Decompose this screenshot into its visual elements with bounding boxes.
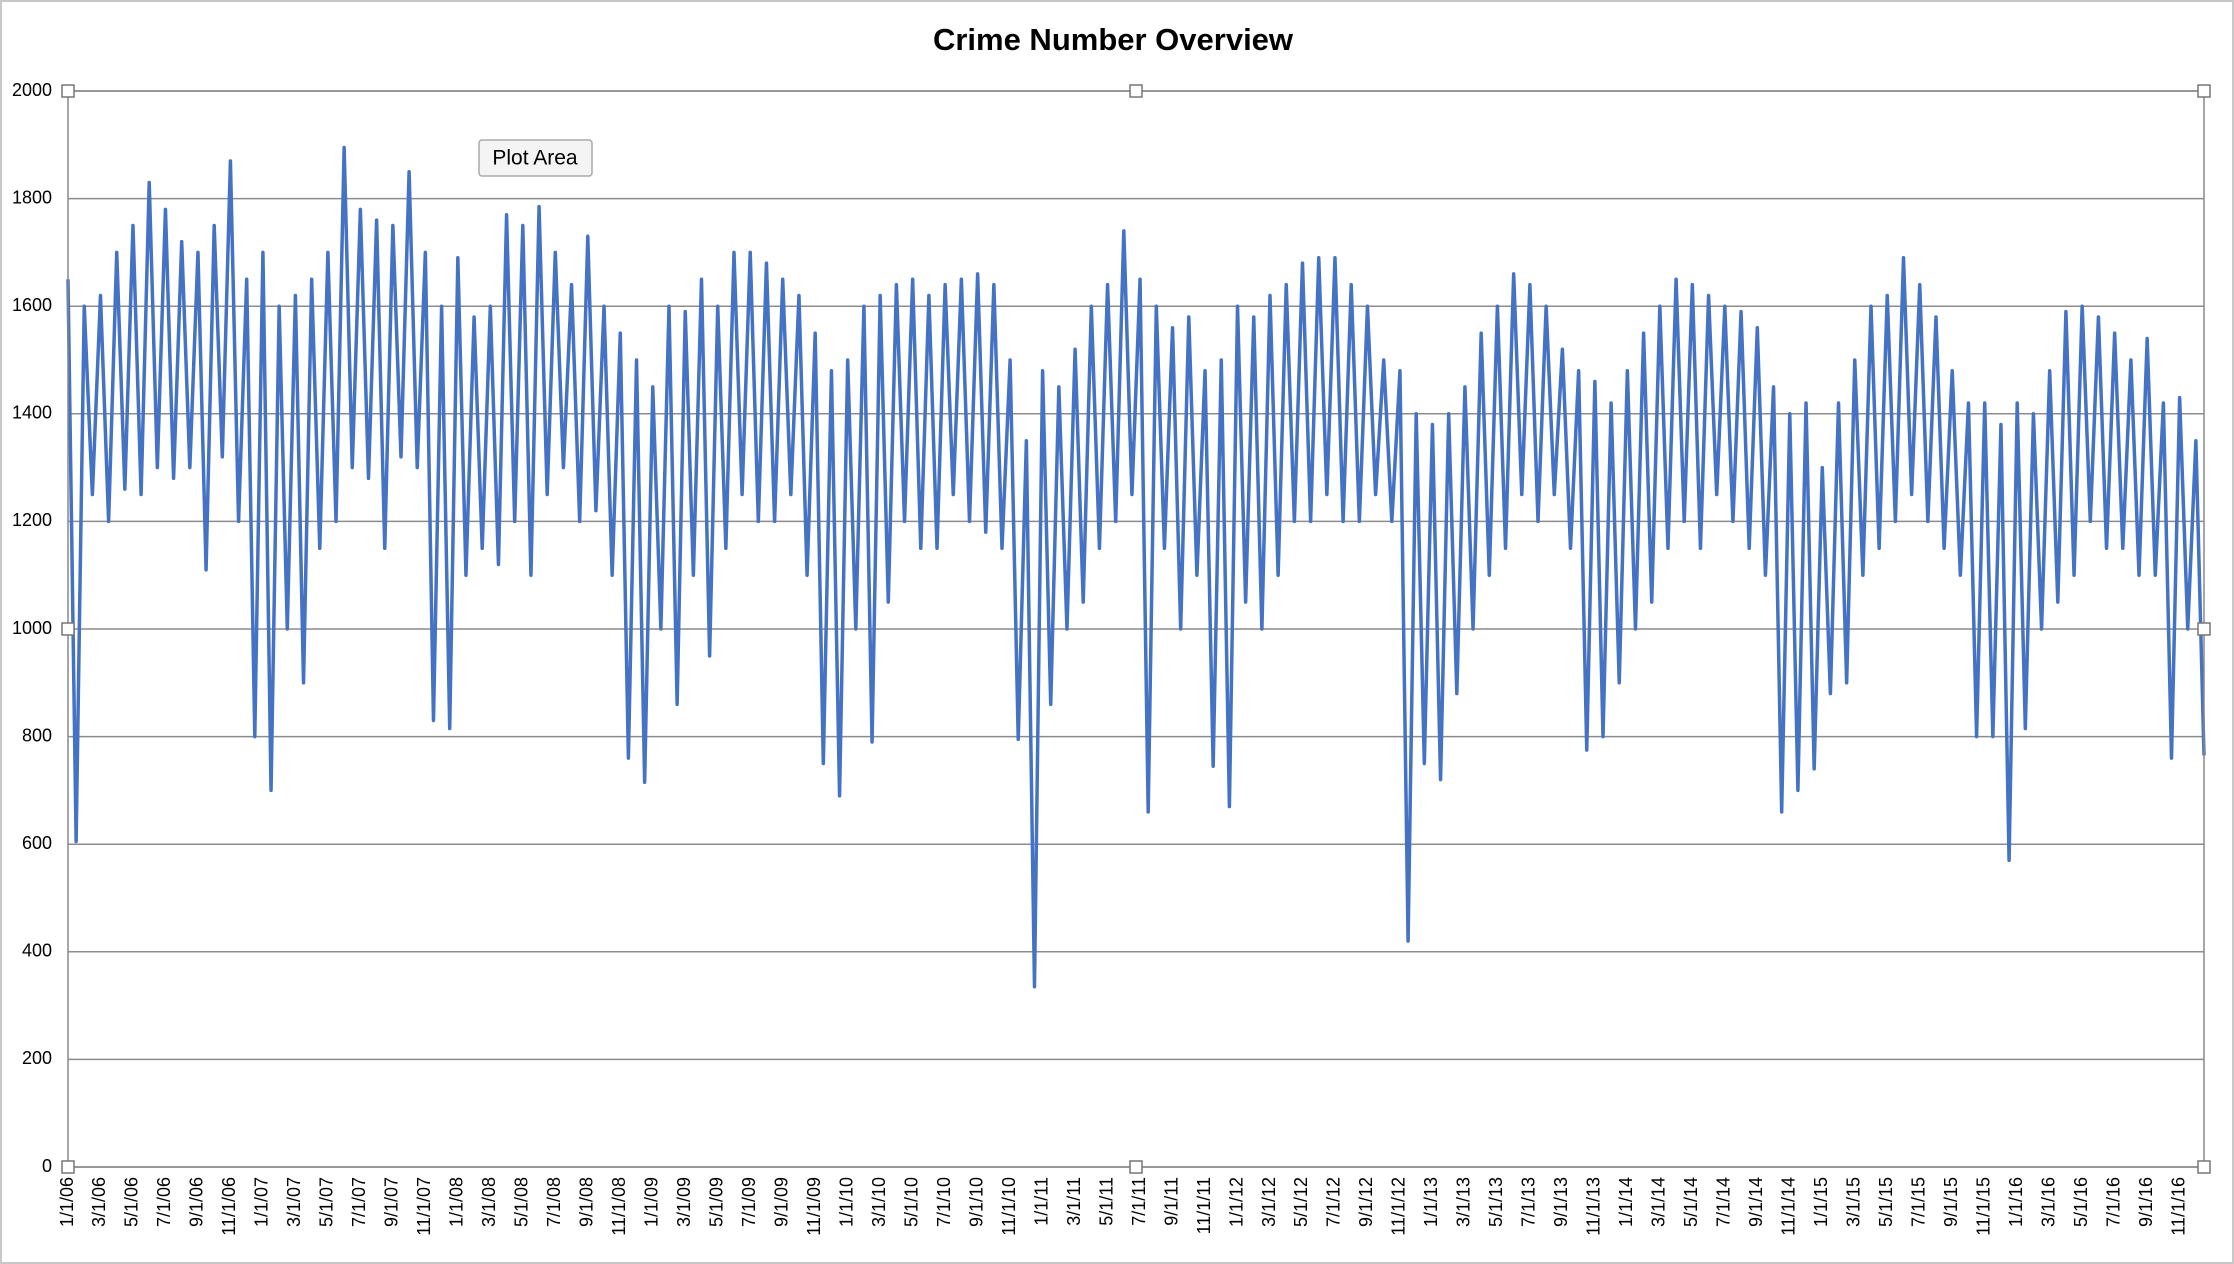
x-tick-label: 3/1/09: [674, 1177, 694, 1227]
x-tick-label: 9/1/11: [1161, 1177, 1181, 1226]
handle: [61, 1160, 75, 1174]
selection-handles: [61, 84, 2211, 1174]
x-tick-label: 1/1/06: [57, 1177, 77, 1227]
x-tick-label: 11/1/12: [1389, 1177, 1409, 1236]
x-tick-label: 11/1/07: [414, 1177, 434, 1236]
x-tick-label: 5/1/11: [1096, 1177, 1116, 1226]
x-tick-label: 1/1/14: [1616, 1177, 1636, 1227]
x-tick-label: 3/1/08: [479, 1177, 499, 1227]
x-tick-label: 5/1/15: [1876, 1177, 1896, 1227]
y-tick-label: 1200: [12, 510, 52, 530]
x-tick-label: 9/1/10: [966, 1177, 986, 1227]
y-tick-label: 1000: [12, 618, 52, 638]
x-tick-label: 11/1/11: [1194, 1177, 1214, 1234]
y-tick-label: 0: [42, 1156, 52, 1176]
x-tick-label: 1/1/07: [252, 1177, 272, 1227]
x-tick-label: 9/1/13: [1551, 1177, 1571, 1227]
x-tick-label: 7/1/14: [1714, 1177, 1734, 1227]
x-tick-label: 5/1/07: [317, 1177, 337, 1227]
y-tick-label: 1800: [12, 187, 52, 207]
handle: [1129, 1160, 1143, 1174]
x-tick-label: 11/1/14: [1779, 1177, 1799, 1236]
x-tick-label: 3/1/14: [1649, 1177, 1669, 1227]
x-tick-label: 7/1/08: [544, 1177, 564, 1227]
x-tick-label: 5/1/12: [1291, 1177, 1311, 1227]
x-tick-label: 1/1/15: [1811, 1177, 1831, 1227]
x-tick-label: 11/1/10: [999, 1177, 1019, 1236]
x-tick-label: 3/1/12: [1259, 1177, 1279, 1227]
x-tick-label: 1/1/08: [447, 1177, 467, 1227]
x-tick-label: 7/1/11: [1129, 1177, 1149, 1226]
x-tick-label: 5/1/09: [706, 1177, 726, 1227]
x-tick-label: 9/1/12: [1356, 1177, 1376, 1227]
handle: [2197, 1160, 2211, 1174]
x-tick-label: 7/1/06: [154, 1177, 174, 1227]
x-tick-label: 7/1/07: [349, 1177, 369, 1227]
x-tick-label: 3/1/07: [284, 1177, 304, 1227]
handle: [2197, 622, 2211, 636]
x-tick-label: 3/1/06: [89, 1177, 109, 1227]
grid: 0 200 400 600 800 1000 1200 1400 1600 1800 2000 1/1…: [12, 80, 2204, 1236]
y-tick-label: 2000: [12, 80, 52, 100]
tooltip-box: [478, 139, 593, 177]
x-tick-label: 1/1/13: [1421, 1177, 1441, 1227]
x-tick-label: 9/1/15: [1941, 1177, 1961, 1227]
x-tick-label: 11/1/16: [2168, 1177, 2188, 1236]
handle: [1129, 84, 1143, 98]
x-tick-label: 5/1/14: [1681, 1177, 1701, 1227]
x-tick-label: 9/1/06: [187, 1177, 207, 1227]
handle: [61, 84, 75, 98]
x-tick-label: 1/1/12: [1226, 1177, 1246, 1227]
y-tick-label: 1600: [12, 295, 52, 315]
x-tick-label: 7/1/10: [934, 1177, 954, 1227]
x-tick-label: 5/1/06: [122, 1177, 142, 1227]
x-tick-label: 3/1/10: [869, 1177, 889, 1227]
handle: [61, 622, 75, 636]
x-tick-label: 3/1/11: [1064, 1177, 1084, 1226]
x-tick-label: 3/1/15: [1844, 1177, 1864, 1227]
x-tick-label: 7/1/09: [739, 1177, 759, 1227]
x-tick-label: 11/1/13: [1584, 1177, 1604, 1236]
handle: [2197, 84, 2211, 98]
y-tick-label: 800: [22, 725, 52, 745]
tooltip-text: Plot Area: [492, 147, 578, 170]
tooltip: Plot Area: [478, 139, 593, 177]
x-tick-label: 11/1/06: [219, 1177, 239, 1236]
x-tick-label: 7/1/12: [1324, 1177, 1344, 1227]
x-tick-label: 7/1/15: [1908, 1177, 1928, 1227]
y-tick-label: 400: [22, 941, 52, 961]
y-tick-label: 200: [22, 1048, 52, 1068]
x-tick-label: 9/1/14: [1746, 1177, 1766, 1227]
x-tick-label: 9/1/07: [382, 1177, 402, 1227]
x-tick-label: 3/1/16: [2038, 1177, 2058, 1227]
x-tick-label: 7/1/13: [1519, 1177, 1539, 1227]
x-tick-label: 9/1/09: [771, 1177, 791, 1227]
x-tick-label: 5/1/08: [512, 1177, 532, 1227]
x-tick-label: 1/1/09: [642, 1177, 662, 1227]
x-tick-label: 11/1/15: [1973, 1177, 1993, 1236]
y-tick-label: 1400: [12, 403, 52, 423]
x-tick-label: 5/1/10: [901, 1177, 921, 1227]
x-tick-label: 5/1/13: [1486, 1177, 1506, 1227]
plot: [66, 145, 2206, 989]
x-tick-label: 11/1/08: [609, 1177, 629, 1236]
x-tick-label: 9/1/08: [577, 1177, 597, 1227]
chart-title: Crime Number Overview: [933, 22, 1294, 57]
x-tick-label: 1/1/11: [1031, 1177, 1051, 1226]
y-tick-label: 600: [22, 833, 52, 853]
x-tick-label: 11/1/09: [804, 1177, 824, 1236]
x-tick-label: 1/1/16: [2006, 1177, 2026, 1227]
x-tick-label: 9/1/16: [2136, 1177, 2156, 1227]
x-tick-label: 5/1/16: [2071, 1177, 2091, 1227]
data-line: [66, 145, 2206, 989]
x-tick-label: 3/1/13: [1454, 1177, 1474, 1227]
x-tick-label: 7/1/16: [2103, 1177, 2123, 1227]
x-tick-label: 1/1/10: [836, 1177, 856, 1227]
